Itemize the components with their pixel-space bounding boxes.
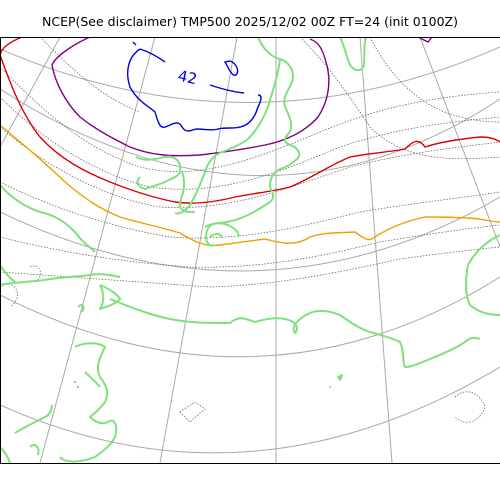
isotherm-purple-edge [417, 37, 433, 43]
map-frame [0, 37, 500, 464]
minor-isotherms [0, 37, 500, 423]
map-canvas: 42 [0, 37, 500, 463]
isotherm-purple [51, 37, 330, 157]
isotherm-blue [127, 41, 262, 132]
small-islands [73, 380, 331, 389]
map-title: NCEP(See disclaimer) TMP500 2025/12/02 0… [41, 14, 458, 29]
isotherm-orange [0, 124, 500, 247]
latitude-lines [0, 46, 500, 454]
map-area: 42 [0, 37, 500, 464]
contour-label-42: 42 [176, 67, 198, 89]
longitude-lines [0, 37, 500, 463]
coastlines [0, 37, 500, 463]
